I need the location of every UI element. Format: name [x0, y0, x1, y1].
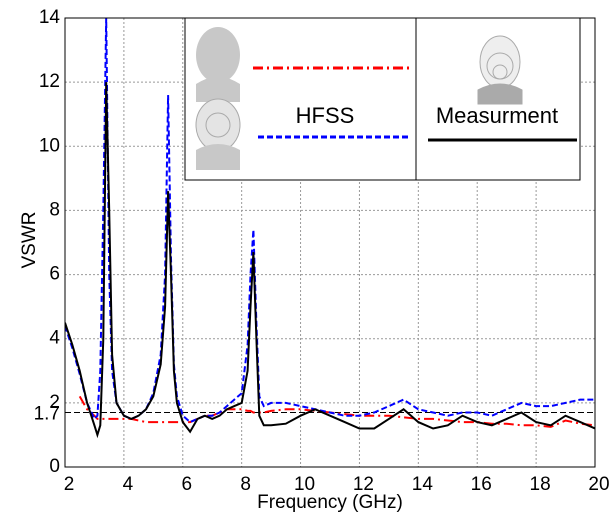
- legend-icon: [195, 27, 241, 170]
- x-tick-label: 4: [123, 474, 134, 495]
- reference-label: 1.7: [34, 403, 60, 424]
- x-tick-label: 18: [530, 474, 551, 495]
- y-axis-label: VSWR: [19, 212, 40, 269]
- x-tick-label: 14: [412, 474, 434, 495]
- y-tick-label: 6: [49, 264, 60, 285]
- x-tick-label: 8: [240, 474, 251, 495]
- x-axis-label: Frequency (GHz): [257, 492, 403, 513]
- plot-lines: [65, 18, 595, 439]
- x-tick-label: 6: [181, 474, 192, 495]
- x-tick-label: 2: [64, 474, 75, 495]
- x-tick-label: 20: [588, 474, 609, 495]
- y-tick-label: 12: [39, 71, 60, 92]
- x-tick-label: 10: [294, 474, 315, 495]
- legend-label: HFSS: [296, 103, 355, 128]
- x-tick-label: 16: [471, 474, 492, 495]
- series-line: [65, 18, 595, 424]
- y-tick-label: 0: [49, 456, 60, 477]
- y-tick-label: 8: [49, 199, 60, 220]
- x-tick-label: 12: [353, 474, 374, 495]
- y-tick-label: 4: [49, 328, 60, 349]
- y-tick-label: 10: [39, 135, 60, 156]
- y-tick-label: 14: [39, 7, 61, 28]
- legend-label: Measurment: [436, 103, 558, 128]
- y-tick-label: 2: [49, 392, 60, 413]
- series-line: [65, 82, 595, 439]
- legend: [184, 17, 581, 181]
- legend-icon: [477, 35, 523, 105]
